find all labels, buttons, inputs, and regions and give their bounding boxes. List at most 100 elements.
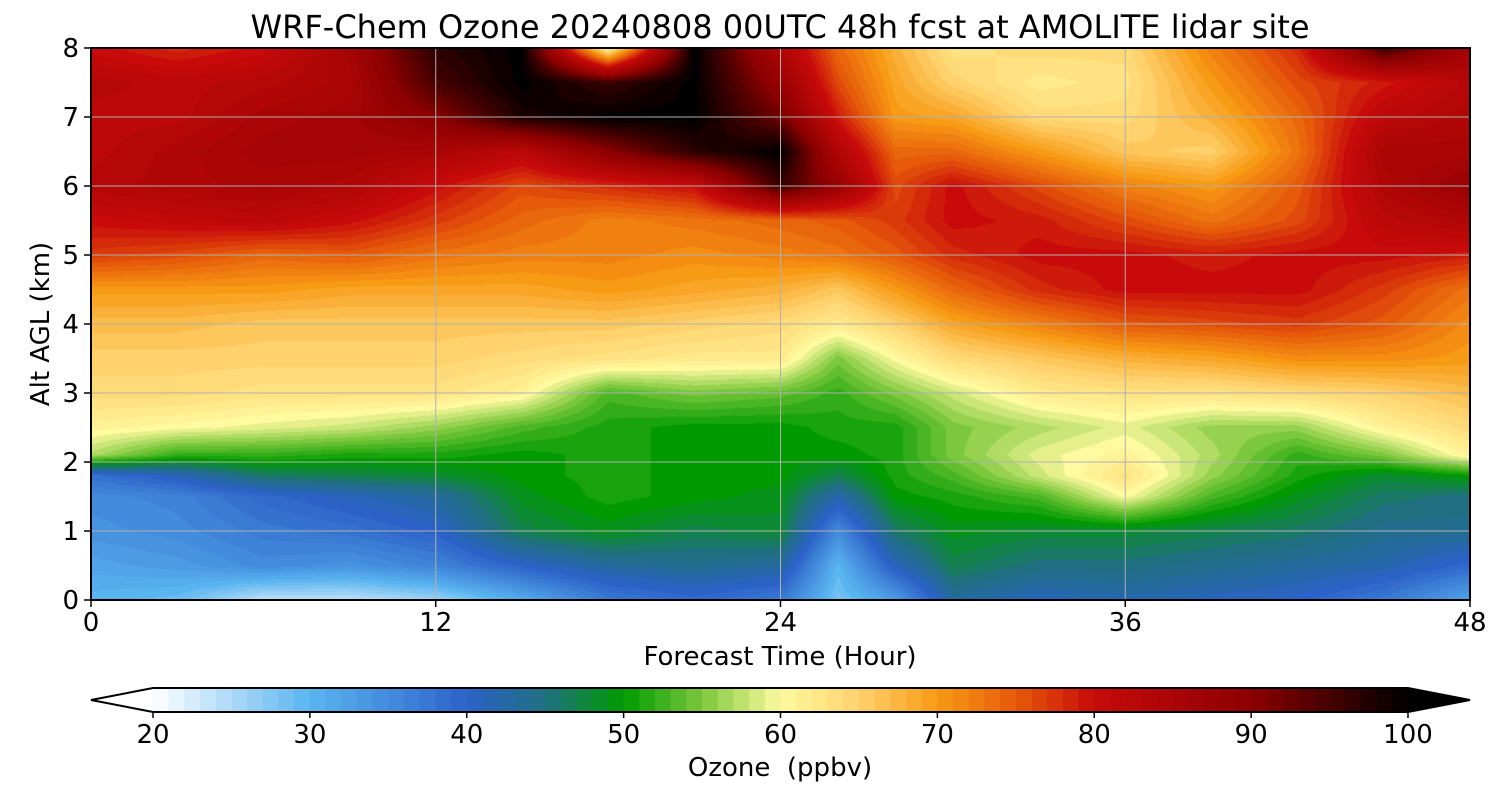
colorbar-bin (1062, 688, 1080, 712)
colorbar-tick-label: 50 (607, 720, 640, 750)
colorbar-tick-label: 80 (1078, 720, 1111, 750)
colorbar-bin (733, 688, 750, 712)
y-axis-label: Alt AGL (km) (26, 242, 56, 406)
colorbar-bin (560, 688, 578, 712)
colorbar-ticks: 20 30 40 50 60 70 80 90 100 (136, 712, 1433, 750)
colorbar-bin (811, 688, 829, 712)
colorbar-bin (843, 688, 860, 712)
colorbar-bin (858, 688, 876, 712)
colorbar-bin (717, 688, 735, 712)
colorbar-bin (341, 688, 358, 712)
colorbar-bin (1313, 688, 1331, 712)
colorbar-bin (780, 688, 797, 712)
x-tick-label: 36 (1109, 608, 1142, 638)
colorbar-bin (1109, 688, 1127, 712)
colorbar-bin (655, 688, 672, 712)
colorbar-bin (890, 688, 907, 712)
x-tick-label: 12 (419, 608, 452, 638)
y-tick-label: 8 (62, 34, 79, 64)
colorbar-tick-label: 60 (764, 720, 797, 750)
colorbar-bin (1157, 688, 1174, 712)
colorbar-bin (1392, 688, 1409, 712)
colorbar-bin (1047, 688, 1064, 712)
colorbar-bin (670, 688, 687, 712)
colorbar-bin (247, 688, 264, 712)
y-tick-label: 4 (62, 310, 79, 340)
colorbar-bin (702, 688, 719, 712)
x-tick-label: 24 (764, 608, 797, 638)
colorbar-label: Ozone (ppbv) (688, 753, 872, 783)
y-tick-label: 5 (62, 241, 79, 271)
chart-title: WRF-Chem Ozone 20240808 00UTC 48h fcst a… (250, 8, 1309, 46)
colorbar-bin (513, 688, 531, 712)
colorbar-bin (1141, 688, 1158, 712)
colorbar-bin (1000, 688, 1017, 712)
colorbar-bin (278, 688, 295, 712)
colorbar-tick-label: 30 (293, 720, 326, 750)
colorbar-bin (1376, 688, 1393, 712)
y-axis-ticks: 0 1 2 3 4 5 6 7 8 (62, 34, 91, 616)
colorbar-bin (1266, 688, 1284, 712)
colorbar-bin (388, 688, 405, 712)
colorbar-bin (1282, 688, 1299, 712)
colorbar-bin (435, 688, 452, 712)
colorbar-bin (262, 688, 280, 712)
colorbar-bin (1094, 688, 1111, 712)
colorbar-bin (294, 688, 311, 712)
x-axis-ticks: 0 12 24 36 48 (83, 600, 1487, 638)
colorbar-bin (1125, 688, 1142, 712)
colorbar-bin (827, 688, 844, 712)
colorbar-bin (1172, 688, 1189, 712)
colorbar-tick-label: 100 (1383, 720, 1433, 750)
colorbar-min-extension (91, 688, 153, 712)
colorbar-bin (1235, 688, 1252, 712)
colorbar-bin (419, 688, 436, 712)
colorbar-bin (325, 688, 342, 712)
colorbar-bin (200, 688, 217, 712)
colorbar-bin (968, 688, 986, 712)
x-axis-label: Forecast Time (Hour) (643, 642, 916, 672)
colorbar-bin (984, 688, 1001, 712)
colorbar-bin (231, 688, 248, 712)
colorbar-bin (1015, 688, 1033, 712)
x-tick-label: 0 (83, 608, 100, 638)
colorbar-bin (1204, 688, 1221, 712)
colorbar-bin (372, 688, 389, 712)
colorbar-tick-label: 40 (450, 720, 483, 750)
colorbar-bin (639, 688, 656, 712)
colorbar-bin (545, 688, 562, 712)
colorbar-bin (1031, 688, 1048, 712)
colorbar-bin (168, 688, 185, 712)
colorbar-bin (309, 688, 327, 712)
colorbar-bin (1219, 688, 1237, 712)
colorbar-tick-label: 20 (136, 720, 169, 750)
colorbar-bin (466, 688, 484, 712)
colorbar-bin (529, 688, 546, 712)
colorbar-bin (1078, 688, 1095, 712)
colorbar-max-extension (1408, 688, 1470, 712)
colorbar-bin (592, 688, 609, 712)
y-tick-label: 1 (62, 517, 79, 547)
y-tick-label: 0 (62, 586, 79, 616)
colorbar-bin (749, 688, 766, 712)
colorbar-bin (906, 688, 923, 712)
colorbar-bin (356, 688, 374, 712)
colorbar-bin (953, 688, 970, 712)
y-tick-label: 3 (62, 379, 79, 409)
colorbar-bin (1298, 688, 1315, 712)
colorbar-bin (1329, 688, 1346, 712)
colorbar-bin (184, 688, 201, 712)
colorbar-bin (451, 688, 468, 712)
colorbar-bin (764, 688, 782, 712)
colorbar-bin (576, 688, 593, 712)
colorbar-bin (921, 688, 938, 712)
colorbar-bin (686, 688, 703, 712)
y-tick-label: 6 (62, 172, 79, 202)
colorbar-bin (1345, 688, 1362, 712)
colorbar-bin (482, 688, 499, 712)
colorbar-bin (1188, 688, 1205, 712)
colorbar-bin (1360, 688, 1378, 712)
colorbar-bin (498, 688, 515, 712)
colorbar-bin (215, 688, 233, 712)
